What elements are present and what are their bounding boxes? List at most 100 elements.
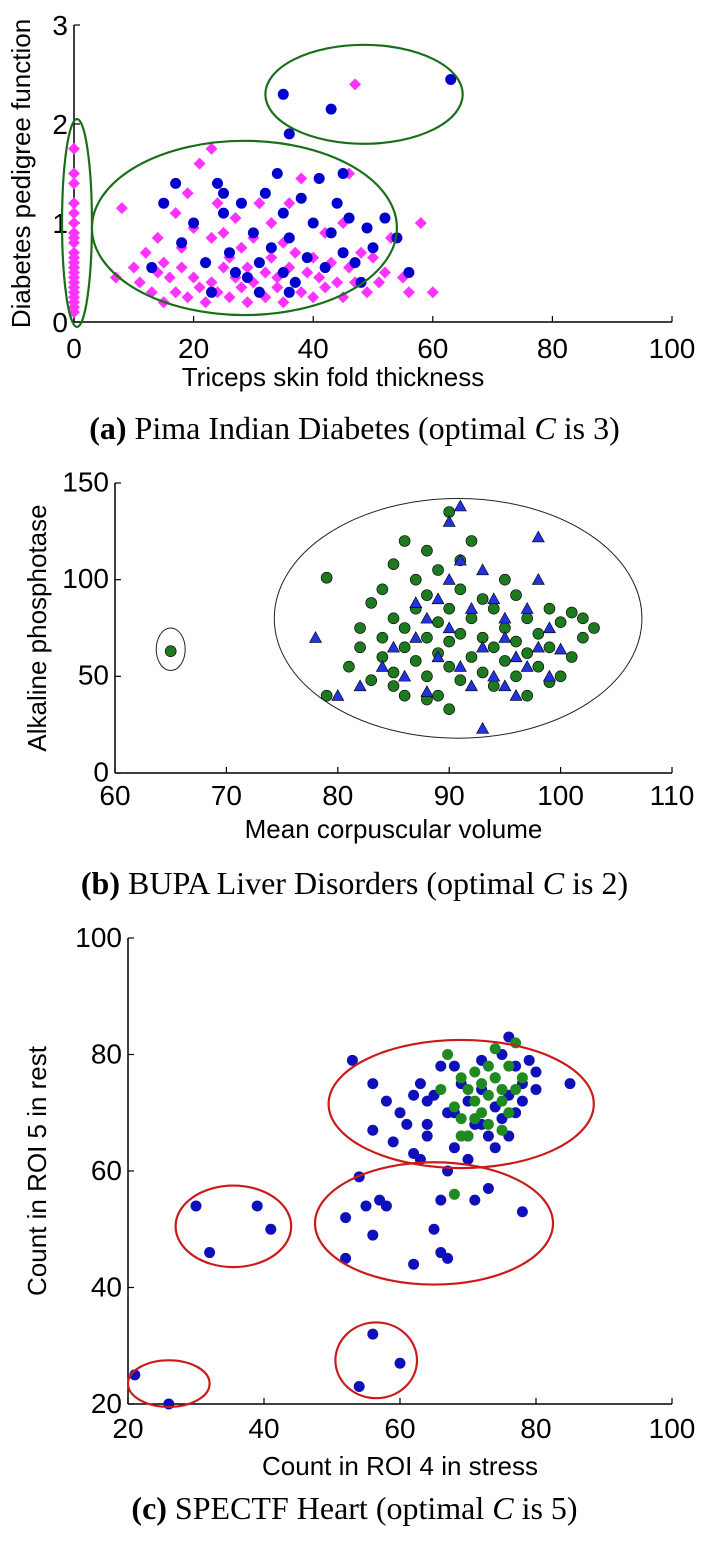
circle-point bbox=[283, 232, 295, 244]
y-tick-label: 0 bbox=[93, 756, 109, 787]
circle-point bbox=[408, 1258, 420, 1270]
circle-point bbox=[443, 602, 456, 615]
circle-point bbox=[448, 1142, 460, 1154]
circle-point bbox=[543, 602, 556, 615]
caption-var: C bbox=[492, 1490, 514, 1526]
circle-point bbox=[387, 612, 400, 625]
circle-point bbox=[218, 207, 229, 219]
diamond-point bbox=[68, 261, 80, 274]
circle-point bbox=[476, 666, 489, 679]
triangle-point bbox=[531, 573, 545, 585]
circle-point bbox=[206, 286, 218, 298]
circle-point bbox=[455, 1130, 467, 1142]
diamond-point bbox=[217, 226, 230, 239]
circle-point bbox=[421, 544, 433, 557]
y-tick-label: 50 bbox=[78, 660, 109, 691]
circle-point bbox=[496, 1095, 508, 1107]
diamond-point bbox=[68, 251, 80, 264]
diamond-point bbox=[181, 291, 194, 304]
circle-point bbox=[394, 1357, 406, 1369]
triangle-point bbox=[542, 669, 556, 682]
y-tick-label: 20 bbox=[91, 1388, 122, 1419]
y-tick-label: 150 bbox=[62, 466, 109, 497]
circle-point bbox=[516, 1095, 528, 1107]
diamond-point bbox=[211, 197, 224, 210]
circle-point bbox=[387, 666, 400, 679]
circle-point bbox=[331, 197, 343, 209]
triangle-point bbox=[386, 640, 401, 653]
circle-point bbox=[455, 1113, 467, 1125]
circle-point bbox=[283, 128, 295, 140]
diamond-point bbox=[414, 217, 427, 229]
circle-point bbox=[442, 1049, 454, 1060]
triangle-point bbox=[409, 596, 423, 608]
circle-point bbox=[487, 641, 500, 654]
circle-point bbox=[421, 1118, 433, 1130]
x-tick-label: 60 bbox=[417, 333, 448, 364]
diamond-point bbox=[372, 276, 385, 289]
circle-point bbox=[295, 192, 307, 204]
circle-point bbox=[530, 1066, 542, 1078]
diamond-point bbox=[68, 197, 80, 210]
diamond-point bbox=[235, 281, 248, 294]
circle-point bbox=[353, 1381, 365, 1393]
triangle-point bbox=[531, 640, 545, 653]
circle-point bbox=[428, 1223, 440, 1235]
diamond-point bbox=[355, 246, 368, 259]
circle-point bbox=[435, 1194, 447, 1206]
circle-point bbox=[435, 1083, 447, 1095]
circle-point bbox=[432, 616, 444, 628]
circle-point bbox=[398, 622, 411, 634]
caption-text: Pima Indian Diabetes (optimal bbox=[134, 410, 535, 446]
triangle-point bbox=[442, 515, 456, 527]
x-tick-label: 60 bbox=[384, 1413, 415, 1444]
triangle-point bbox=[442, 573, 456, 585]
scatter-chart-spectf: 20 40 60 80 100 20 40 60 80 100 Count in ROI 4 in … bbox=[22, 922, 695, 1481]
y-tick-label: 80 bbox=[91, 1039, 122, 1070]
circle-point bbox=[277, 88, 289, 100]
panel-spectf: 20 40 60 80 100 20 40 60 80 100 Count in ROI 4 in … bbox=[0, 920, 709, 1552]
triangle-point bbox=[453, 660, 467, 672]
cluster-ellipse bbox=[313, 1161, 555, 1286]
circle-point bbox=[432, 564, 444, 576]
diamond-point bbox=[283, 197, 296, 210]
circle-point bbox=[307, 217, 319, 229]
circle-point bbox=[200, 257, 212, 269]
circle-point bbox=[469, 1066, 481, 1078]
diamond-point bbox=[109, 271, 122, 284]
circle-point bbox=[421, 670, 433, 683]
circle-point bbox=[482, 1130, 494, 1142]
cluster-ellipse bbox=[126, 1359, 211, 1409]
triangle-point bbox=[487, 592, 501, 605]
y-tick-label: 2 bbox=[52, 109, 68, 140]
scatter-chart-pima: 0 20 40 60 80 100 0 1 2 3 Triceps skin fold thickn… bbox=[6, 10, 695, 392]
diamond-point bbox=[68, 167, 80, 180]
cluster-ellipse bbox=[334, 1321, 419, 1400]
diamond-point bbox=[193, 281, 206, 294]
circle-point bbox=[164, 645, 177, 657]
diamond-point bbox=[151, 231, 164, 244]
diamond-point bbox=[426, 286, 439, 299]
circle-point bbox=[443, 635, 456, 648]
diamond-point bbox=[187, 271, 200, 284]
y-tick-label: 40 bbox=[91, 1272, 122, 1303]
circle-point bbox=[398, 641, 411, 654]
triangle-point bbox=[309, 631, 323, 643]
triangle-point bbox=[464, 679, 478, 692]
triangle-point bbox=[331, 689, 345, 701]
circle-point bbox=[367, 1328, 379, 1340]
triangle-point bbox=[531, 530, 545, 543]
circle-point bbox=[503, 1060, 515, 1072]
caption-label: (c) bbox=[131, 1490, 167, 1526]
triangle-point bbox=[520, 660, 534, 672]
circle-point bbox=[277, 267, 289, 278]
circle-point bbox=[496, 1083, 508, 1095]
circle-point bbox=[265, 1223, 277, 1235]
triangle-point bbox=[398, 669, 412, 682]
diamond-point bbox=[68, 281, 80, 294]
diamond-point bbox=[337, 291, 350, 304]
circle-point bbox=[380, 1200, 392, 1212]
circle-point bbox=[510, 1083, 522, 1095]
circle-point bbox=[496, 1124, 508, 1136]
circle-point bbox=[516, 1206, 528, 1218]
